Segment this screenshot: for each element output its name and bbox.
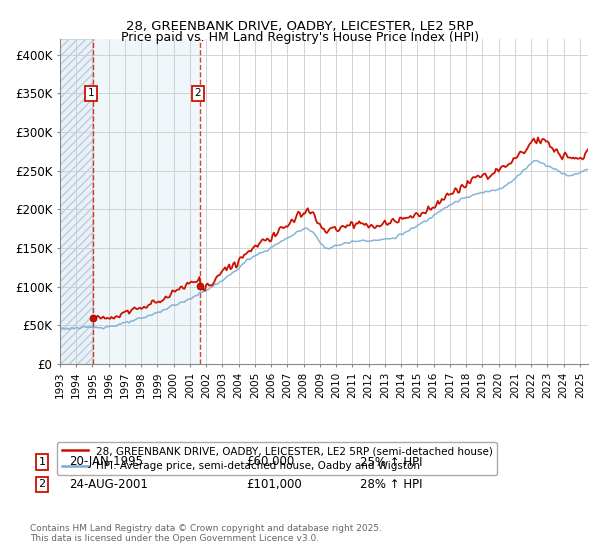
Text: £60,000: £60,000 bbox=[246, 455, 294, 469]
Text: 28% ↑ HPI: 28% ↑ HPI bbox=[360, 478, 422, 491]
Bar bbox=[60, 39, 94, 364]
Text: 25% ↑ HPI: 25% ↑ HPI bbox=[360, 455, 422, 469]
Text: 2: 2 bbox=[38, 479, 46, 489]
Text: £101,000: £101,000 bbox=[246, 478, 302, 491]
Text: 2: 2 bbox=[194, 88, 202, 99]
Bar bbox=[94, 39, 200, 364]
Legend: 28, GREENBANK DRIVE, OADBY, LEICESTER, LE2 5RP (semi-detached house), HPI: Avera: 28, GREENBANK DRIVE, OADBY, LEICESTER, L… bbox=[58, 442, 497, 475]
Text: 20-JAN-1995: 20-JAN-1995 bbox=[69, 455, 143, 469]
Text: Price paid vs. HM Land Registry's House Price Index (HPI): Price paid vs. HM Land Registry's House … bbox=[121, 31, 479, 44]
Text: 28, GREENBANK DRIVE, OADBY, LEICESTER, LE2 5RP: 28, GREENBANK DRIVE, OADBY, LEICESTER, L… bbox=[126, 20, 474, 32]
Text: 24-AUG-2001: 24-AUG-2001 bbox=[69, 478, 148, 491]
Text: 1: 1 bbox=[38, 457, 46, 467]
Text: Contains HM Land Registry data © Crown copyright and database right 2025.
This d: Contains HM Land Registry data © Crown c… bbox=[30, 524, 382, 543]
Text: 1: 1 bbox=[88, 88, 94, 99]
Bar bbox=[60, 39, 94, 364]
